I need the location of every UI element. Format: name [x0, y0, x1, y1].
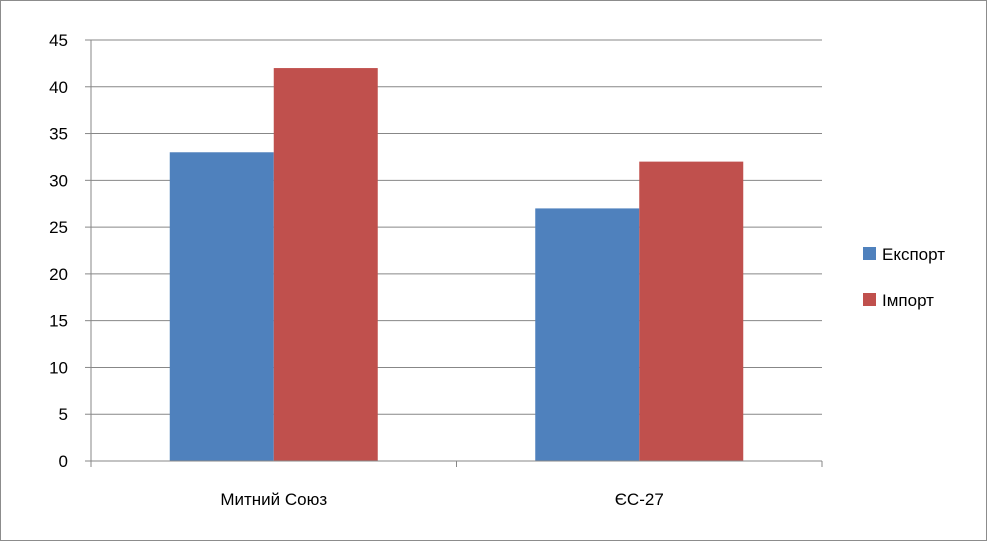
x-category-label: Митний Союз	[220, 490, 327, 509]
y-axis-ticks: 0 5 10 15 20 25 30 35 40 45	[49, 31, 91, 471]
x-category-label: ЄС-27	[615, 490, 664, 509]
y-tick-label: 15	[49, 312, 68, 331]
axes	[90, 40, 823, 467]
legend-label: Експорт	[882, 245, 945, 264]
bar-import	[273, 68, 378, 462]
bar-export	[535, 208, 640, 461]
y-tick-label: 25	[49, 218, 68, 237]
x-axis-labels: Митний Союз ЄС-27	[220, 490, 663, 509]
bar-export	[169, 152, 274, 461]
legend-label: Імпорт	[882, 291, 934, 310]
y-tick-label: 20	[49, 265, 68, 284]
bar-import	[639, 161, 744, 461]
y-tick-label: 40	[49, 78, 68, 97]
bars	[169, 68, 744, 462]
legend-swatch	[863, 293, 876, 306]
legend: Експорт Імпорт	[863, 245, 945, 310]
y-tick-label: 0	[59, 452, 68, 471]
y-tick-label: 45	[49, 31, 68, 50]
y-tick-label: 10	[49, 358, 68, 377]
legend-swatch	[863, 247, 876, 260]
y-tick-label: 5	[59, 405, 68, 424]
y-tick-label: 35	[49, 125, 68, 144]
y-tick-label: 30	[49, 171, 68, 190]
